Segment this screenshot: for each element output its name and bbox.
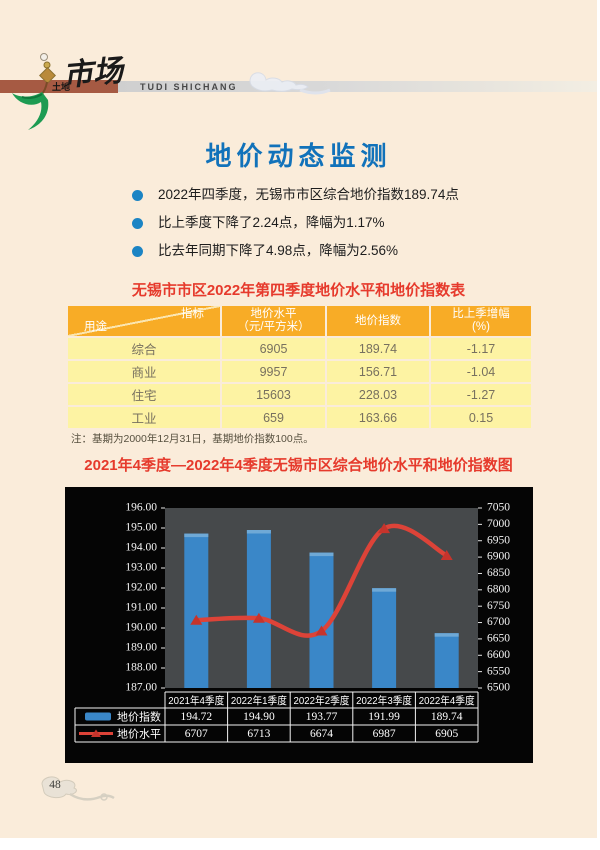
table-cell: 6905 [222,338,325,359]
category-label: 2022年4季度 [419,694,475,707]
right-axis-label: 6700 [487,616,510,628]
right-axis-label: 6800 [487,583,510,595]
right-axis-label: 6550 [487,665,510,677]
legend-value: 6987 [373,728,396,740]
chart-canvas: 196.00 195.00 194.00 193.00 192.00 191.00 190.… [74,502,510,743]
line-series [194,523,449,638]
right-axis-label: 7000 [487,518,510,530]
page-number: 48 [49,779,61,791]
table-cell: 189.74 [327,338,429,359]
bullet-dot-icon [132,218,143,229]
chart-title: 2021年4季度—2022年4季度无锡市区综合地价水平和地价指数图 [84,457,513,474]
table-cell: 163.66 [327,407,429,428]
page-number-badge: 48 [34,772,124,806]
bullet-dot-icon [132,246,143,257]
table-cell: 综合 [68,338,220,359]
legend-value: 6674 [310,728,333,740]
line-marker-1 [252,612,265,623]
right-axis-label: 6850 [487,567,510,579]
bullet-text: 比去年同期下降了4.98点，降幅为2.56% [158,243,399,258]
header-band-gray [118,81,597,92]
corner-label-use: 用途 [84,321,107,333]
table-cell: 156.71 [327,361,429,382]
table-note: 注：基期为2000年12月31日，基期地价指数100点。 [71,433,314,445]
legend-value: 193.77 [306,711,338,723]
brand-text-en: TUDI SHICHANG [140,82,238,92]
table-cell: -1.17 [431,338,531,359]
cloud-swirl-icon [41,776,115,801]
table-cell: 0.15 [431,407,531,428]
left-axis-label: 193.00 [125,562,157,574]
right-axis-label: 6900 [487,551,510,563]
legend-value: 189.74 [431,711,463,723]
summary-bullets: 2022年四季度，无锡市市区综合地价指数189.74点 比上季度下降了2.24点… [132,187,552,271]
table-header-price: 地价水平 （元/平方米） [222,306,325,336]
right-axis-label: 6650 [487,633,510,645]
left-axis-label: 194.00 [125,542,157,554]
bar-series-4 [434,633,459,688]
table-cell: 659 [222,407,325,428]
bullet-dot-icon [132,190,143,201]
legend-label: 地价水平 [117,727,161,740]
bar-series-1 [246,530,271,688]
left-axis-label: 187.00 [125,682,157,694]
left-axis-label: 190.00 [125,622,157,634]
page-title: 地价动态监测 [205,141,392,171]
bullet-text: 2022年四季度，无锡市市区综合地价指数189.74点 [158,187,459,202]
right-axis-label: 6950 [487,534,510,546]
left-axis-label: 196.00 [125,502,157,514]
table-cell: -1.27 [431,384,531,405]
table-cell: 住宅 [68,384,220,405]
tassel-ornament-icon [12,53,56,130]
left-axis-label: 195.00 [125,522,157,534]
table-cell: 9957 [222,361,325,382]
table-cell: 工业 [68,407,220,428]
table-header-index: 地价指数 [327,306,429,336]
right-axis-label: 6600 [487,649,510,661]
corner-label-indicator: 指标 [181,308,204,320]
right-axis-label: 7050 [487,502,510,514]
line-marker-4 [440,549,453,560]
table-corner-cell: 指标 用途 [68,306,220,336]
line-marker-0 [190,614,203,625]
legend-value: 194.90 [243,711,275,723]
category-label: 2021年4季度 [168,694,224,707]
legend-label: 地价指数 [117,709,161,723]
table-cell: 15603 [222,384,325,405]
table-header-change: 比上季增幅 (%) [431,306,531,336]
table-cell: -1.04 [431,361,531,382]
table-title: 无锡市市区2022年第四季度地价水平和地价指数表 [131,282,466,299]
bullet-item: 2022年四季度，无锡市市区综合地价指数189.74点 [132,187,552,203]
bullet-text: 比上季度下降了2.24点，降幅为1.17% [158,215,385,230]
header-band-red [0,80,118,93]
legend-value: 6713 [247,728,270,740]
bar-series-3 [372,588,397,688]
left-axis-label: 189.00 [125,642,157,654]
line-marker-2 [315,625,328,636]
left-axis-label: 192.00 [125,582,157,594]
left-axis-label: 188.00 [125,662,157,674]
bullet-item: 比去年同期下降了4.98点，降幅为2.56% [132,243,552,259]
category-label: 2022年3季度 [356,694,412,707]
brand-text-small: 土地 [52,82,71,92]
legend-value: 194.72 [180,711,212,723]
line-marker-3 [378,523,391,534]
right-axis-label: 6500 [487,682,510,694]
table-cell: 228.03 [327,384,429,405]
bar-series-0 [184,533,209,688]
combo-chart: 196.00 195.00 194.00 193.00 192.00 191.00 190.… [65,487,533,763]
left-axis-label: 191.00 [125,602,157,614]
cloud-ornament-icon [249,72,331,95]
legend-value: 6905 [435,728,458,740]
legend-value: 191.99 [368,711,400,723]
bullet-item: 比上季度下降了2.24点，降幅为1.17% [132,215,552,231]
category-label: 2022年2季度 [294,694,350,707]
legend-bar-icon [85,712,111,721]
legend-value: 6707 [185,728,208,740]
table-cell: 商业 [68,361,220,382]
price-index-table: 指标 用途 地价水平 （元/平方米） 地价指数 比上季增幅 (%) 综合 690… [68,306,531,428]
right-axis-label: 6750 [487,600,510,612]
category-label: 2022年1季度 [231,694,287,707]
